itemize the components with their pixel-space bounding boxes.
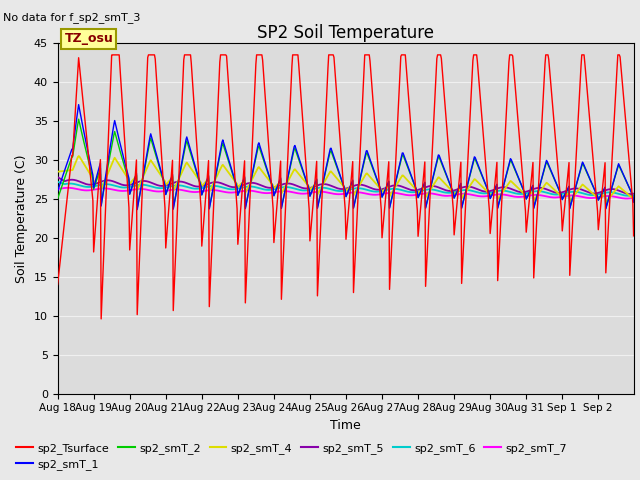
Title: SP2 Soil Temperature: SP2 Soil Temperature [257,24,434,42]
Y-axis label: Soil Temperature (C): Soil Temperature (C) [15,154,28,283]
Text: No data for f_sp2_smT_3: No data for f_sp2_smT_3 [3,12,141,23]
Legend: sp2_Tsurface, sp2_smT_1, sp2_smT_2, sp2_smT_4, sp2_smT_5, sp2_smT_6, sp2_smT_7: sp2_Tsurface, sp2_smT_1, sp2_smT_2, sp2_… [12,438,572,474]
Text: TZ_osu: TZ_osu [65,33,113,46]
X-axis label: Time: Time [330,419,361,432]
